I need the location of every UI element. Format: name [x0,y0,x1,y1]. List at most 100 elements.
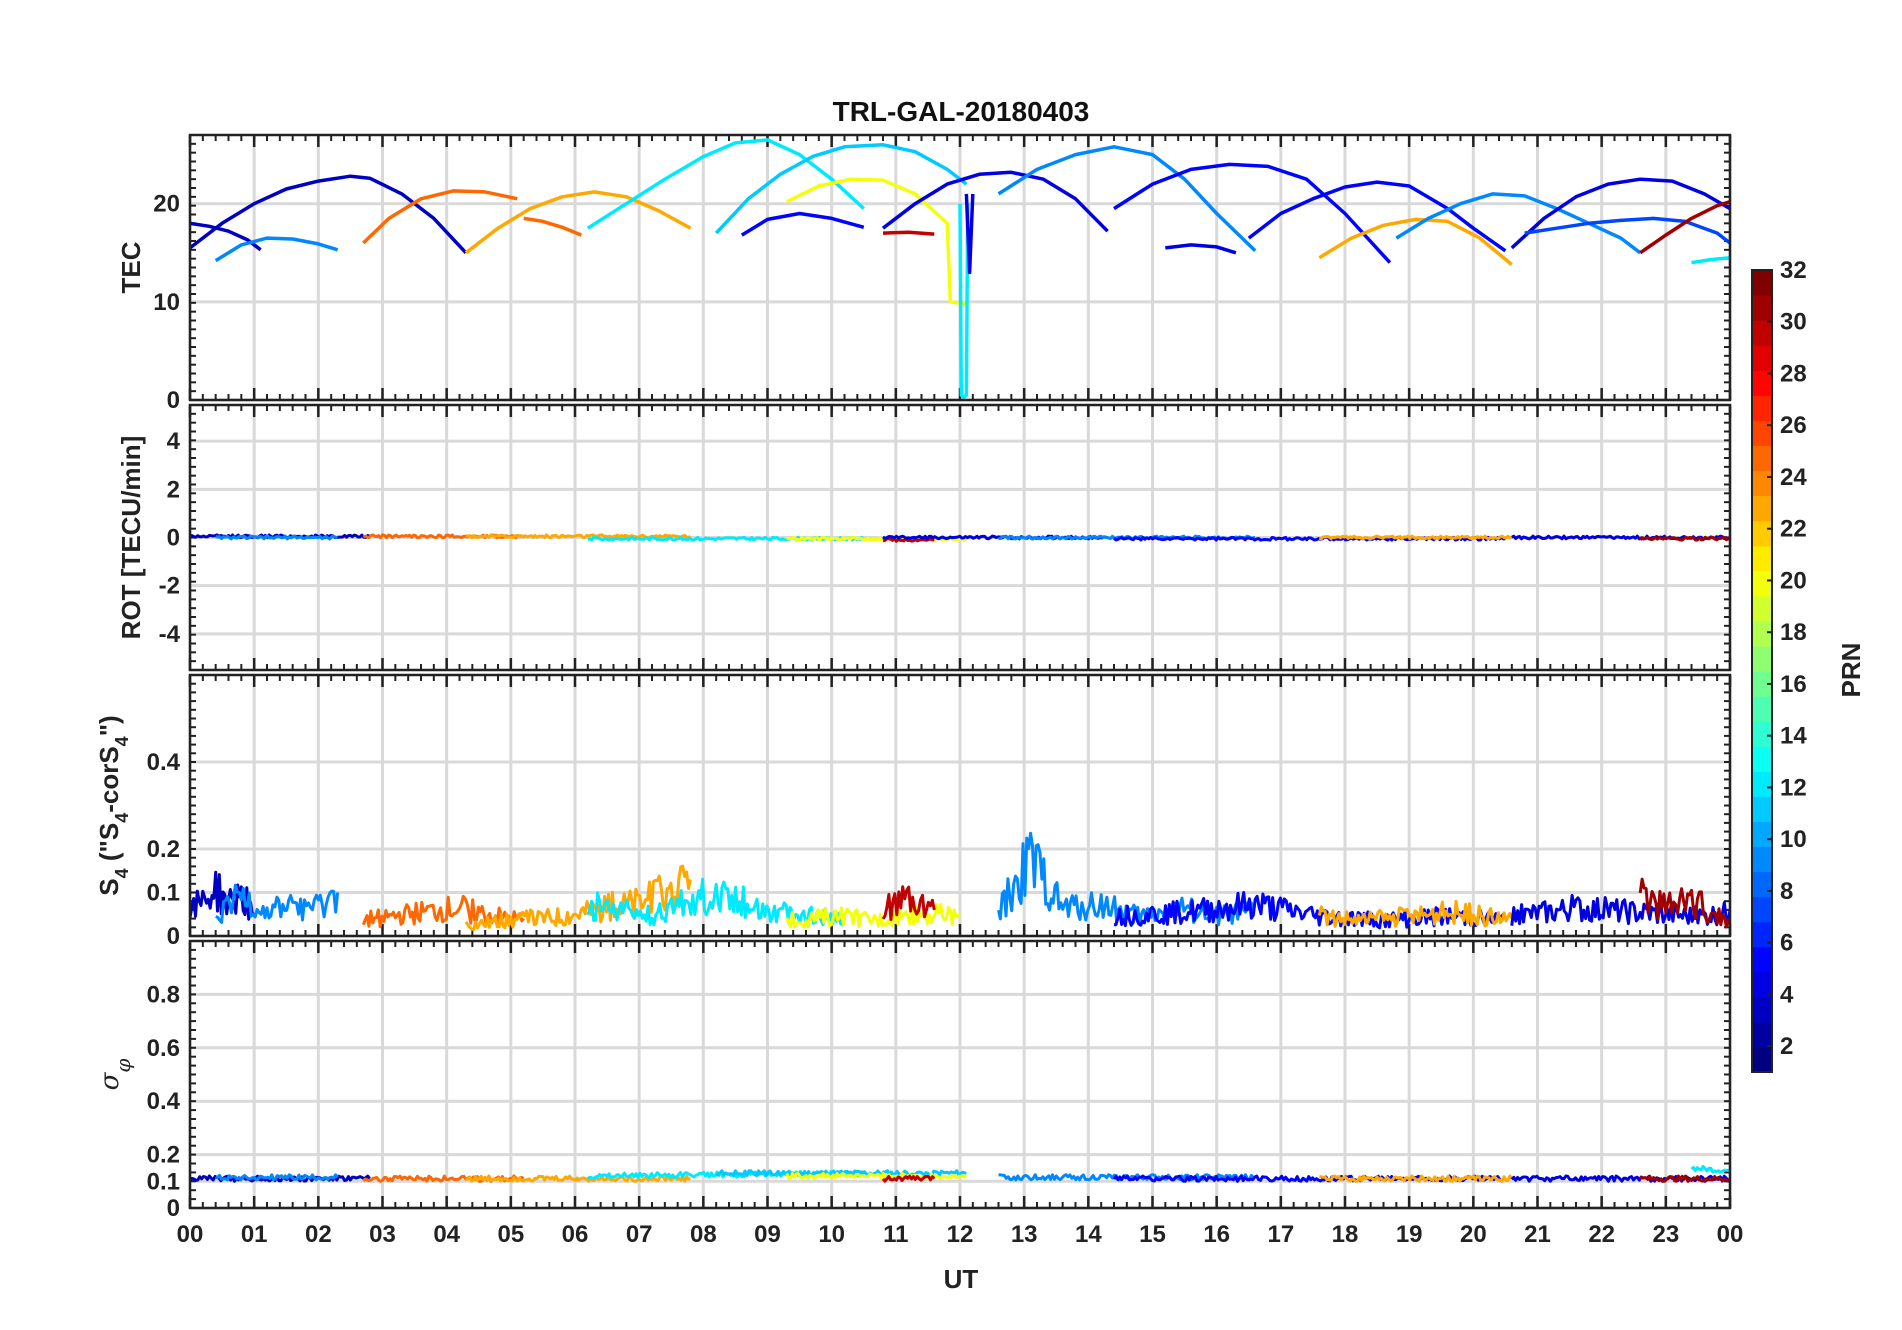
series-prn-31 [1639,200,1730,255]
colorbar-segment [1752,620,1772,647]
series-group [190,533,1730,543]
x-tick-label: 06 [562,1221,589,1248]
y-tick-label: 0.1 [147,880,180,907]
series-prn-30 [882,537,935,543]
panel-frame [188,939,1732,1210]
series-prn-12 [1691,255,1730,265]
colorbar-segment [1752,721,1772,747]
y-tick-label: -4 [159,621,181,648]
series-prn-5 [1113,162,1392,264]
chart-title: TRL-GAL-20180403 [833,96,1090,127]
series-prn-9 [214,236,339,263]
series-prn-4 [881,170,1109,233]
x-tick-label: 21 [1524,1221,1551,1248]
colorbar-segment [1752,595,1772,622]
panel-rot: -4 -2 0 2 4 ROT [TECU/min] [116,403,1732,672]
series-prn-12 [1690,1164,1730,1174]
x-tick-label: 12 [947,1221,974,1248]
colorbar-segment [1752,996,1772,1023]
y-axis-label-sigma: σφ [95,1059,135,1091]
colorbar-segment [1752,270,1772,296]
series-prn-4 [964,193,975,275]
y-tick-label: 0.6 [147,1035,180,1062]
series-prn-23 [1317,899,1514,928]
series-prn-23 [1318,217,1513,266]
y-tick-label: 4 [167,428,181,455]
x-tick-label: 20 [1460,1221,1487,1248]
colorbar-segment [1752,696,1772,722]
colorbar-tick-label: 24 [1780,464,1807,491]
colorbar-segment [1752,871,1772,898]
series-prn-12 [586,877,846,927]
series-prn-31 [1639,535,1730,542]
series-prn-23 [464,190,692,255]
series-prn-25 [362,533,524,540]
series-prn-9 [1395,192,1642,255]
series-prn-12 [586,138,865,230]
y-tick-label: 2 [167,476,180,503]
series-prn-3 [190,221,262,252]
colorbar-tick-label: 14 [1780,723,1807,750]
series-prn-11 [714,143,968,235]
y-tick-label: 0 [167,1195,180,1222]
x-tick-label: 10 [818,1221,845,1248]
x-tick-label: 08 [690,1221,717,1248]
y-axis-label-tec: TEC [116,241,146,293]
x-tick-label: 00 [1717,1221,1744,1248]
colorbar-tick-label: 16 [1780,671,1807,698]
x-tick-label: 03 [369,1221,396,1248]
colorbar-tick-label: 20 [1780,567,1807,594]
colorbar-segment [1752,445,1772,472]
colorbar-segment [1752,370,1772,396]
series-prn-9 [215,883,340,924]
series-prn-5 [1112,1174,1506,1183]
series-prn-11 [715,1169,967,1178]
colorbar-segment [1752,295,1772,321]
panel-tec: 0 10 20 TEC [116,133,1732,414]
series-prn-23 [1319,1174,1514,1183]
y-tick-label: 0.2 [147,836,180,863]
y-tick-label: 0 [167,387,180,414]
series-group [190,831,1730,931]
series-prn-20 [785,1171,968,1181]
series-prn-9 [997,145,1257,253]
series-prn-25 [362,189,518,245]
colorbar-segment [1752,520,1772,547]
colorbar-segment [1752,846,1772,873]
colorbar-segment [1752,921,1772,948]
colorbar-segment [1752,896,1772,923]
y-axis-label-s4: S4 ("S4-corS4") [94,715,132,895]
panel-frame [188,673,1732,938]
x-tick-label: 11 [883,1221,908,1248]
colorbar-segment [1752,395,1772,421]
colorbar-tick-label: 8 [1780,878,1793,905]
colorbar-frame [1751,269,1773,1073]
colorbar-tick-label: 2 [1780,1033,1793,1060]
colorbar-tick-label: 18 [1780,619,1807,646]
series-prn-3 [190,1174,371,1183]
x-tick-label: 07 [626,1221,653,1248]
panel-sigma: 00.10.2 0.4 0.6 0.8 σφ [95,939,1732,1222]
colorbar-tick-label: 10 [1780,826,1807,853]
series-prn-5 [740,211,865,237]
colorbar-segment [1752,1021,1772,1048]
colorbar-segment [1752,470,1772,497]
colorbar-segment [1752,645,1772,672]
series-group [190,1164,1730,1183]
y-tick-label: 10 [153,289,180,316]
series-prn-30 [881,1174,936,1183]
colorbar-segment [1752,570,1772,597]
panel-s4: 0 0.1 0.2 0.4 S4 ("S4-corS4") [94,673,1732,950]
y-tick-label: 0.4 [147,1088,181,1115]
colorbar-tick-label: 22 [1780,516,1807,543]
series-prn-23 [464,864,692,931]
series-prn-9 [215,534,338,541]
colorbar-segment [1752,796,1772,822]
y-tick-label: 0.1 [147,1168,180,1195]
x-axis: 00 01 02 03 04 05 06 07 08 09 10 11 12 13 14 15 16 17 18 19… [177,1221,1744,1248]
x-tick-label: 05 [497,1221,524,1248]
y-tick-label: 0.2 [147,1142,180,1169]
x-tick-label: 14 [1075,1221,1102,1248]
panel-frame [188,133,1732,402]
series-group [190,138,1730,399]
